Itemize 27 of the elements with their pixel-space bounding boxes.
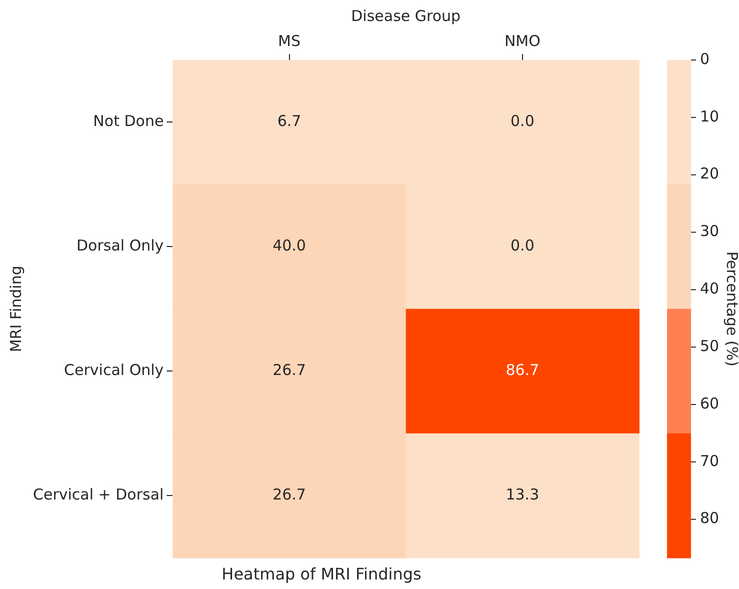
color-bar-label: 30 <box>700 222 720 240</box>
color-bar-label: 10 <box>700 107 720 126</box>
color-bar-label: 50 <box>700 336 720 355</box>
y-tick-label: Not Done <box>93 112 164 130</box>
data-label: 40.0 <box>272 236 306 255</box>
data-label: 86.7 <box>506 361 540 380</box>
data-label: 0.0 <box>510 236 534 255</box>
color-bar-label: 80 <box>700 509 720 528</box>
data-label: 26.7 <box>272 485 306 504</box>
y-axis-title: MRI Finding <box>6 266 25 352</box>
color-bar-label: 40 <box>700 280 720 298</box>
data-label: 26.7 <box>272 361 306 380</box>
x-axis-title: Disease Group <box>351 6 461 25</box>
text: Heatmap of MRI Findings <box>222 564 422 584</box>
x-tick-label: MS <box>278 32 301 50</box>
y-tick-label: Cervical + Dorsal <box>32 485 164 504</box>
data-label: 6.7 <box>277 112 302 130</box>
color-bar-label: 70 <box>700 452 720 470</box>
y-tick-label: Cervical Only <box>64 361 164 380</box>
x-tick-label: NMO <box>504 32 540 50</box>
data-label: 0.0 <box>510 112 534 130</box>
color-bar-label: 20 <box>700 164 720 183</box>
data-label: 13.3 <box>506 485 540 504</box>
color-bar-label: 60 <box>700 394 720 412</box>
color-bar-label: 0 <box>700 50 710 68</box>
y-tick-label: Dorsal Only <box>76 236 164 255</box>
color-bar-title: Percentage (%) <box>723 251 739 366</box>
